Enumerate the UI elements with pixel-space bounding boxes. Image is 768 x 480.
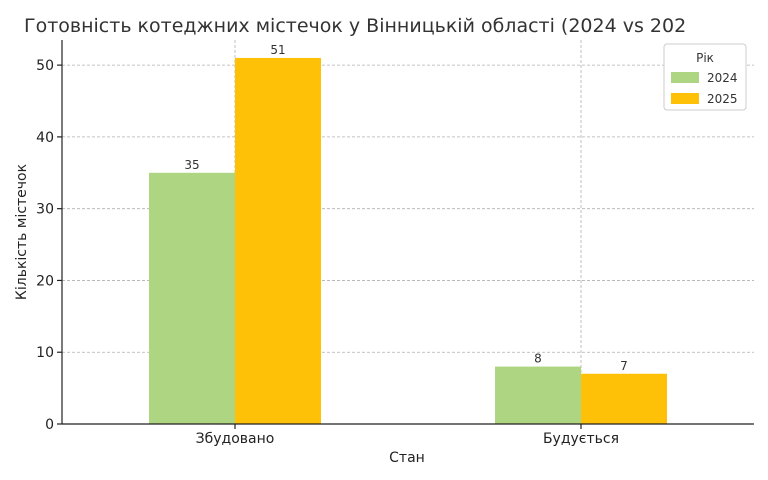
y-tick-label: 50 [36, 58, 54, 74]
chart-title: Готовність котеджних містечок у Вінницьк… [24, 15, 686, 37]
legend-swatch-2025 [671, 93, 699, 104]
axes [57, 40, 754, 429]
bar-value-labels: 35 8 51 7 [184, 43, 627, 373]
bar-value-label: 51 [270, 43, 285, 57]
y-axis-label: Кількість містечок [14, 164, 30, 300]
bars [149, 57, 667, 425]
y-tick-label: 0 [45, 417, 54, 433]
bar-value-label: 8 [534, 352, 542, 366]
legend-label-2024: 2024 [707, 71, 738, 85]
y-tick-label: 10 [36, 345, 54, 361]
legend: Рік 2024 2025 [663, 43, 747, 111]
y-tick-label: 30 [36, 202, 54, 218]
legend-title: Рік [696, 51, 714, 65]
x-axis-label: Стан [389, 450, 425, 466]
legend-label-2025: 2025 [707, 92, 738, 106]
bar-value-label: 35 [184, 158, 199, 172]
y-tick-label: 40 [36, 130, 54, 146]
bar-2025-1 [235, 57, 321, 425]
x-tick-label: Збудовано [196, 431, 275, 447]
bar-2024-2 [495, 366, 581, 424]
x-tick-label: Будується [543, 431, 619, 447]
bar-2024-1 [149, 172, 235, 424]
tick-labels: 0 10 20 30 40 50 Збудовано Будується [36, 58, 619, 447]
legend-swatch-2024 [671, 72, 699, 83]
y-tick-label: 20 [36, 273, 54, 289]
bar-value-label: 7 [620, 359, 628, 373]
bar-2025-2 [581, 373, 667, 424]
